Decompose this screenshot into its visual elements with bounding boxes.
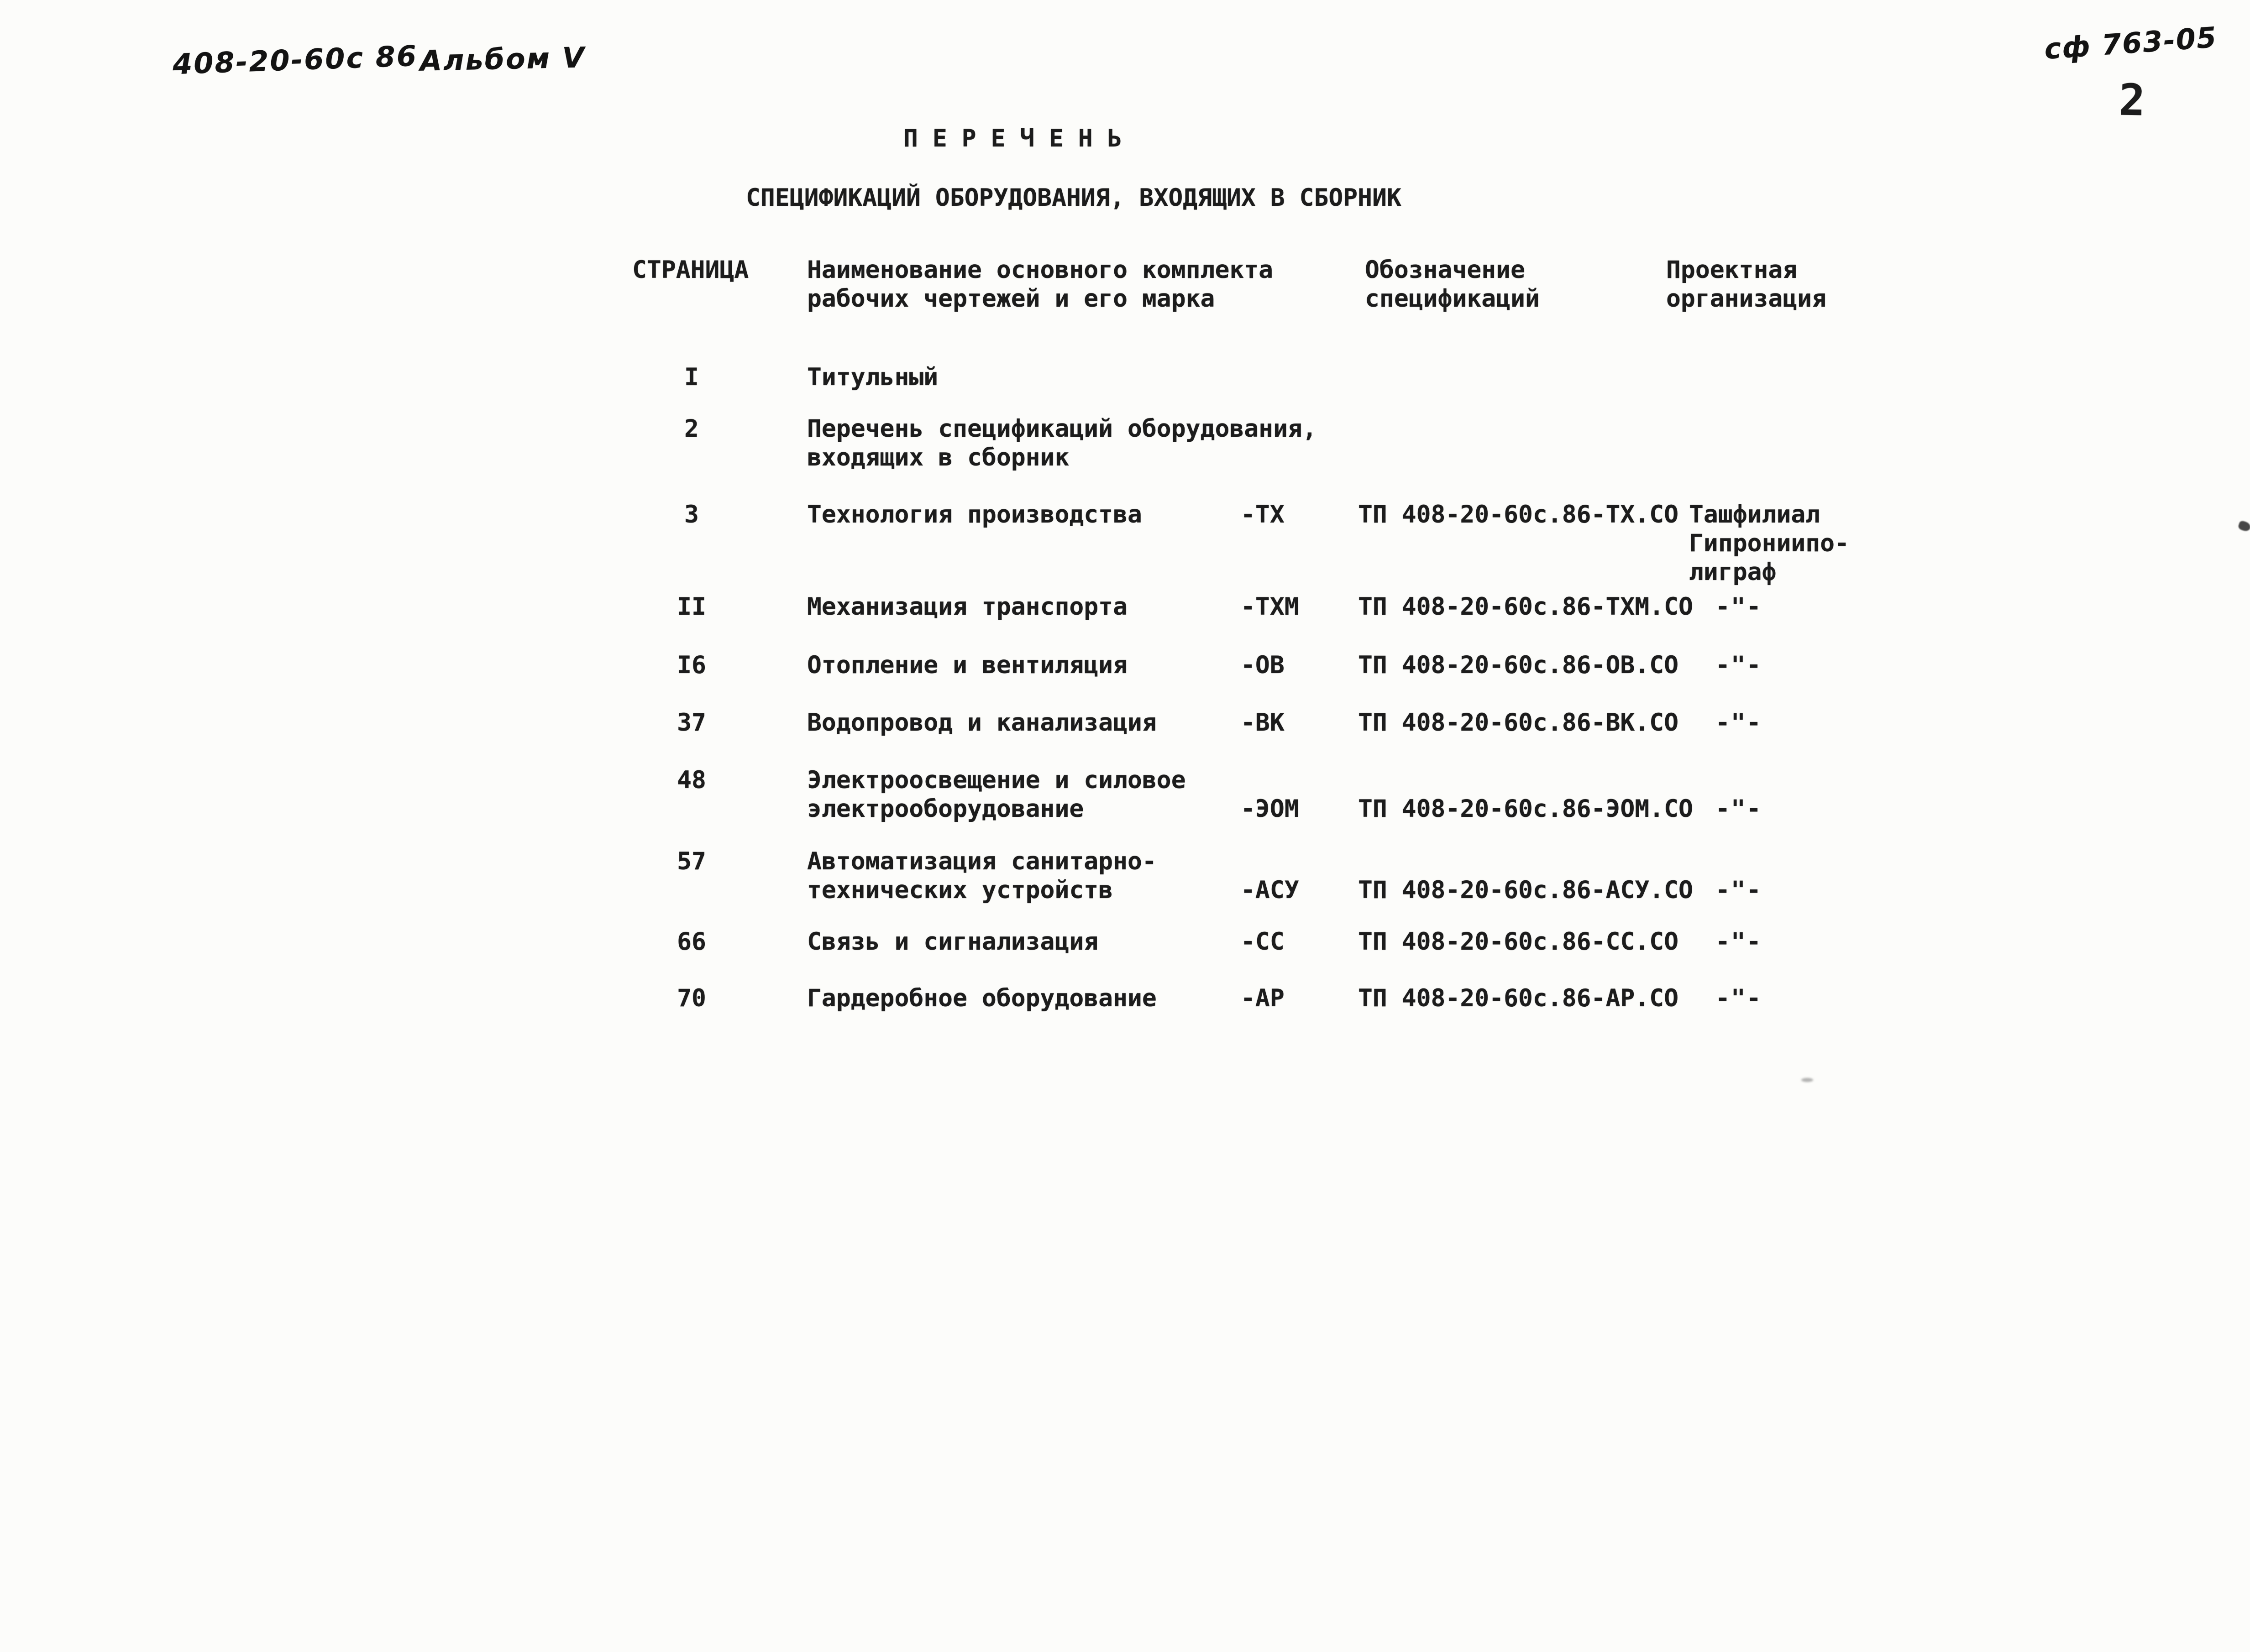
- row-marka: -СС: [1241, 928, 1285, 956]
- row-name: Связь и сигнализация: [807, 928, 1099, 956]
- row-spec-designation: ТП 408-20-60с.86-СС.СО: [1358, 928, 1678, 956]
- row-page-number: 3: [684, 501, 699, 528]
- handwritten-series-code: 408-20-60c 86: [172, 39, 419, 81]
- row-page-number: 70: [677, 984, 706, 1012]
- row-ditto-mark: -"-: [1715, 651, 1762, 679]
- row-page-number: 66: [677, 928, 706, 956]
- scan-artifact: [1801, 1078, 1813, 1082]
- row-ditto-mark: -"-: [1715, 984, 1762, 1012]
- row-name: Перечень спецификаций оборудования, вход…: [807, 415, 1317, 471]
- row-page-number: 37: [677, 709, 706, 737]
- row-name: Технология производства: [807, 501, 1142, 528]
- row-spec-designation: ТП 408-20-60с.86-АСУ.СО: [1358, 876, 1693, 904]
- handwritten-album-label: Альбом V: [420, 41, 586, 78]
- row-name: Титульный: [807, 363, 939, 391]
- header-org-column: Проектная организация: [1666, 256, 1826, 313]
- row-marka: -АСУ: [1241, 876, 1299, 904]
- row-ditto-mark: -"-: [1715, 928, 1762, 956]
- header-page-column: СТРАНИЦА: [632, 256, 749, 284]
- row-name: Электроосвещение и силовое электрооборуд…: [807, 766, 1186, 823]
- row-name: Автоматизация санитарно- технических уст…: [807, 847, 1157, 904]
- page-number: 2: [2119, 75, 2146, 126]
- row-design-organization: Ташфилиал Гипрониипо- лиграф: [1689, 501, 1849, 586]
- handwritten-archive-code: сф 763-05: [2043, 20, 2219, 66]
- row-ditto-mark: -"-: [1715, 876, 1762, 904]
- row-spec-designation: ТП 408-20-60с.86-ОВ.СО: [1358, 651, 1678, 679]
- row-marka: -ВК: [1241, 709, 1285, 737]
- row-page-number: 57: [677, 847, 706, 875]
- row-ditto-mark: -"-: [1715, 593, 1762, 621]
- row-spec-designation: ТП 408-20-60с.86-ТХ.СО: [1358, 501, 1678, 528]
- row-marka: -ЭОМ: [1241, 795, 1299, 823]
- row-ditto-mark: -"-: [1715, 709, 1762, 737]
- row-name: Отопление и вентиляция: [807, 651, 1128, 679]
- row-spec-designation: ТП 408-20-60с.86-ТХМ.СО: [1358, 593, 1693, 621]
- row-marka: -ТХ: [1241, 501, 1285, 528]
- row-marka: -ТХМ: [1241, 593, 1299, 621]
- row-spec-designation: ТП 408-20-60с.86-АР.СО: [1358, 984, 1678, 1012]
- row-ditto-mark: -"-: [1715, 795, 1762, 823]
- row-marka: -АР: [1241, 984, 1285, 1012]
- row-marka: -ОВ: [1241, 651, 1285, 679]
- row-spec-designation: ТП 408-20-60с.86-ВК.СО: [1358, 709, 1678, 737]
- document-subtitle: СПЕЦИФИКАЦИЙ ОБОРУДОВАНИЯ, ВХОДЯЩИХ В СБ…: [746, 184, 1401, 212]
- document-title: П Е Р Е Ч Е Н Ь: [903, 125, 1122, 152]
- scan-artifact: [2237, 520, 2250, 533]
- header-spec-column: Обозначение спецификаций: [1365, 256, 1540, 313]
- row-name: Гардеробное оборудование: [807, 984, 1157, 1012]
- row-spec-designation: ТП 408-20-60с.86-ЭОМ.СО: [1358, 795, 1693, 823]
- header-name-column: Наименование основного комплекта рабочих…: [807, 256, 1274, 313]
- row-page-number: 48: [677, 766, 706, 794]
- row-name: Механизация транспорта: [807, 593, 1128, 621]
- row-page-number: 2: [684, 415, 699, 443]
- row-name: Водопровод и канализация: [807, 709, 1157, 737]
- row-page-number: I: [684, 363, 699, 391]
- row-page-number: II: [677, 593, 706, 621]
- row-page-number: I6: [677, 651, 706, 679]
